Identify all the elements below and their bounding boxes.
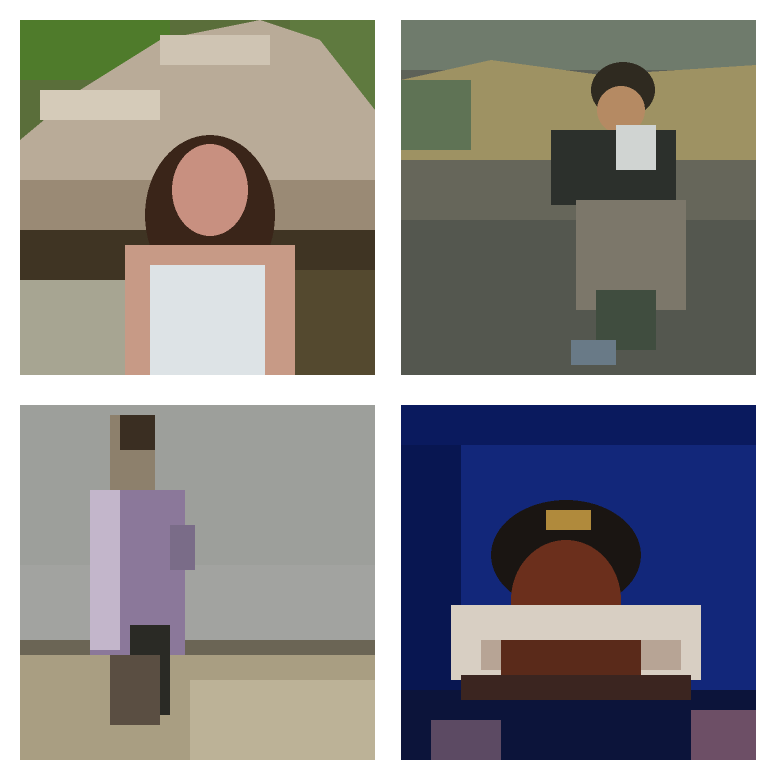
- water-lower: [20, 565, 375, 645]
- girl-face: [172, 144, 248, 236]
- baby-arms: [501, 640, 641, 680]
- rock-highlight: [40, 90, 160, 120]
- photo-tile-girl-white-top: [20, 20, 375, 375]
- ground-right: [280, 270, 375, 375]
- child-arm: [170, 525, 195, 570]
- girl-white-top: [150, 265, 265, 375]
- child-white-shirt: [616, 125, 656, 170]
- photo-tile-child-dark-jacket: [401, 20, 756, 375]
- rock-highlight-2: [160, 35, 270, 65]
- floor-pink-patch-2: [691, 710, 756, 760]
- hair-bow: [546, 510, 591, 530]
- backdrop-dark-top: [401, 405, 756, 445]
- child-legs: [110, 655, 160, 725]
- baby-body: [461, 675, 691, 700]
- child-jacket: [551, 130, 676, 205]
- floor-pink-patch: [431, 720, 501, 760]
- photo-tile-child-on-beach: [20, 405, 375, 760]
- sand-light: [190, 680, 375, 760]
- child-shoe: [571, 340, 616, 365]
- child-shirt-highlight: [90, 490, 120, 650]
- child-face: [597, 86, 645, 134]
- hill-top: [401, 20, 756, 70]
- child-head-dark: [120, 415, 155, 450]
- photo-tile-baby-blue-backdrop: [401, 405, 756, 760]
- hill-green-left: [401, 80, 471, 150]
